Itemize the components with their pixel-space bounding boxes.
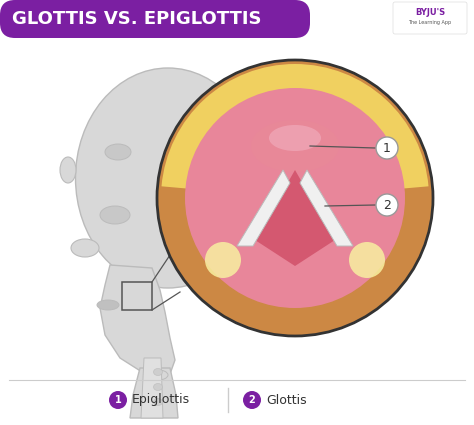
Polygon shape	[237, 170, 290, 246]
Polygon shape	[255, 170, 335, 266]
Ellipse shape	[251, 120, 339, 172]
Ellipse shape	[154, 399, 163, 405]
Circle shape	[205, 242, 241, 278]
Ellipse shape	[154, 383, 163, 391]
Ellipse shape	[148, 370, 168, 380]
Ellipse shape	[75, 68, 261, 288]
Ellipse shape	[154, 368, 163, 376]
Ellipse shape	[71, 239, 99, 257]
Text: 1: 1	[383, 142, 391, 155]
Ellipse shape	[105, 144, 131, 160]
Ellipse shape	[100, 206, 130, 224]
Circle shape	[109, 391, 127, 409]
Circle shape	[185, 88, 405, 308]
Text: Epiglottis: Epiglottis	[132, 394, 190, 406]
Circle shape	[157, 60, 433, 336]
Polygon shape	[300, 170, 353, 246]
Wedge shape	[162, 64, 428, 189]
Text: GLOTTIS VS. EPIGLOTTIS: GLOTTIS VS. EPIGLOTTIS	[12, 10, 262, 28]
Circle shape	[376, 137, 398, 159]
Polygon shape	[100, 265, 175, 375]
Circle shape	[243, 391, 261, 409]
Circle shape	[376, 194, 398, 216]
Text: The Learning App: The Learning App	[409, 20, 452, 25]
Ellipse shape	[97, 300, 119, 310]
Text: 2: 2	[383, 198, 391, 212]
Text: Glottis: Glottis	[266, 394, 307, 406]
Polygon shape	[130, 368, 178, 418]
Polygon shape	[141, 358, 163, 418]
FancyBboxPatch shape	[393, 2, 467, 34]
Text: 1: 1	[115, 395, 121, 405]
Circle shape	[349, 242, 385, 278]
Ellipse shape	[60, 157, 76, 183]
Text: BYJU'S: BYJU'S	[415, 8, 445, 17]
Ellipse shape	[269, 125, 321, 151]
Text: 2: 2	[249, 395, 255, 405]
FancyBboxPatch shape	[0, 0, 310, 38]
